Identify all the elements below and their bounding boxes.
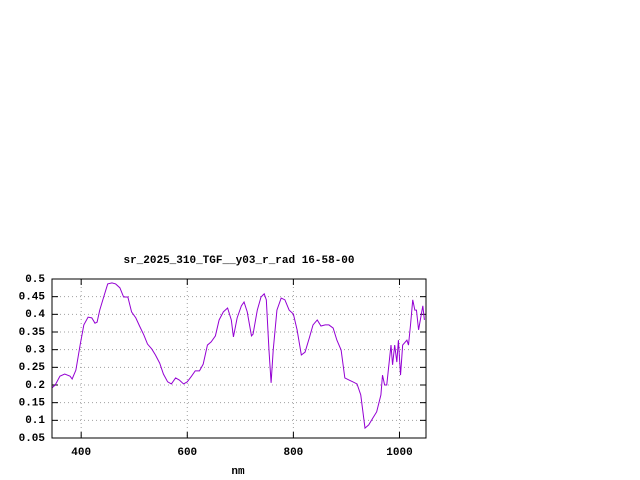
y-tick-label: 0.05 — [19, 433, 46, 445]
y-tick-label: 0.2 — [25, 380, 45, 392]
y-tick-label: 0.35 — [19, 327, 46, 339]
x-tick-label: 800 — [283, 447, 303, 459]
y-tick-label: 0.45 — [19, 292, 46, 304]
x-tick-label: 600 — [177, 447, 197, 459]
x-tick-label: 400 — [71, 447, 91, 459]
y-tick-label: 0.15 — [19, 398, 46, 410]
y-tick-label: 0.3 — [25, 345, 45, 357]
y-tick-label: 0.1 — [25, 415, 45, 427]
y-tick-label: 0.25 — [19, 362, 46, 374]
y-tick-label: 0.4 — [25, 309, 45, 321]
plot-border — [51, 278, 427, 439]
y-tick-label: 0.5 — [25, 274, 45, 286]
x-tick-label: 1000 — [386, 447, 412, 459]
chart-title: sr_2025_310_TGF__y03_r_rad 16-58-00 — [123, 255, 354, 267]
x-axis-label: nm — [231, 466, 245, 478]
data-line — [51, 282, 425, 430]
